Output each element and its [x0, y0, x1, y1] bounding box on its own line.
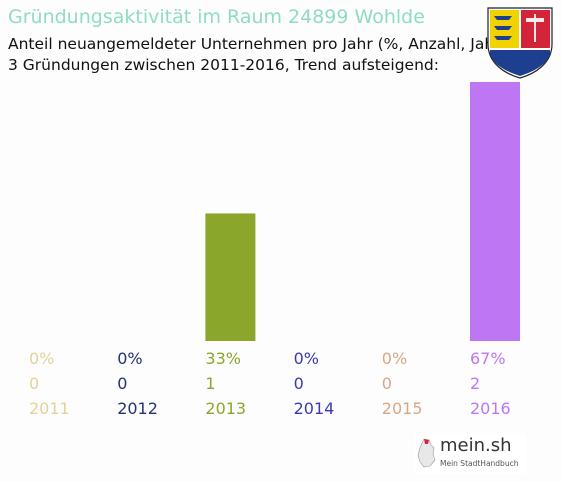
year-tick-label: 2016 [470, 399, 511, 418]
count-label: 0 [29, 374, 39, 393]
year-tick-label: 2011 [29, 399, 70, 418]
chart-title: Gründungsaktivität im Raum 24899 Wohlde [8, 6, 425, 28]
bar [470, 82, 520, 341]
percent-label: 0% [382, 349, 407, 368]
percent-label: 33% [205, 349, 241, 368]
year-tick-label: 2014 [294, 399, 335, 418]
chart-subtitle: Anteil neuangemeldeter Unternehmen pro J… [8, 35, 507, 53]
year-tick-label: 2015 [382, 399, 423, 418]
germany-map-icon [417, 438, 436, 468]
logo-text: mein.sh [440, 435, 512, 456]
bar [205, 213, 256, 341]
percent-label: 0% [117, 349, 142, 368]
percent-label: 67% [470, 349, 506, 368]
count-label: 0 [117, 374, 127, 393]
year-tick-label: 2012 [117, 399, 158, 418]
logo-subtext: Mein StadtHandbuch [440, 459, 519, 468]
crest-icon [487, 7, 553, 79]
percent-label: 0% [29, 349, 54, 368]
chart-summary: 3 Gründungen zwischen 2011-2016, Trend a… [8, 56, 439, 74]
count-label: 1 [205, 374, 215, 393]
year-tick-label: 2013 [205, 399, 246, 418]
count-label: 0 [382, 374, 392, 393]
count-label: 2 [470, 374, 480, 393]
mein-sh-logo[interactable]: mein.sh Mein StadtHandbuch [414, 434, 526, 474]
count-label: 0 [294, 374, 304, 393]
percent-label: 0% [294, 349, 319, 368]
